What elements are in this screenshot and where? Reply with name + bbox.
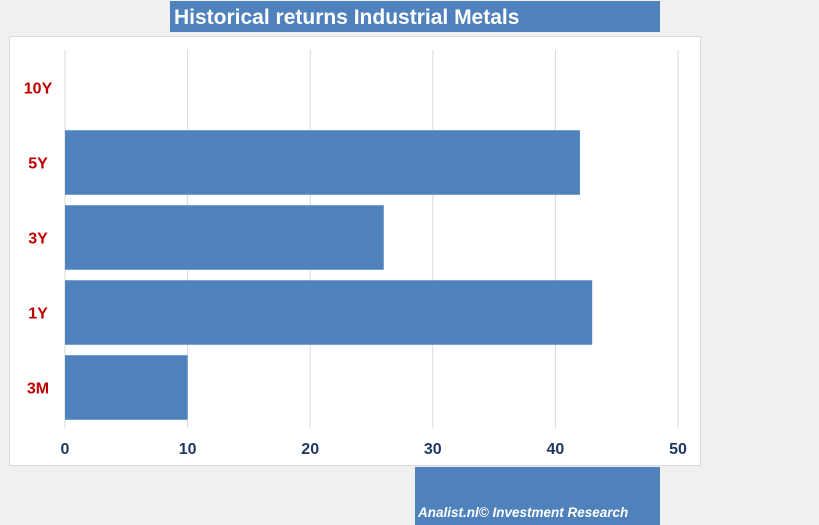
x-tick-label-50: 50 [669, 441, 687, 458]
bar-5y [65, 130, 580, 195]
category-label-5y: 5Y [28, 156, 48, 173]
bar-3y [65, 205, 384, 270]
bar-1y [65, 280, 593, 345]
credit-banner [415, 467, 660, 525]
bar-3m [65, 355, 188, 420]
chart-title: Historical returns Industrial Metals [170, 1, 660, 32]
x-tick-label-0: 0 [61, 441, 70, 458]
x-tick-label-20: 20 [301, 441, 319, 458]
category-label-1y: 1Y [28, 306, 48, 323]
x-tick-label-30: 30 [424, 441, 442, 458]
category-label-3m: 3M [27, 381, 49, 398]
category-label-10y: 10Y [24, 81, 53, 98]
x-tick-label-40: 40 [547, 441, 565, 458]
x-tick-label-10: 10 [179, 441, 197, 458]
credit-text: Analist.nl© Investment Research [418, 505, 629, 520]
category-label-3y: 3Y [28, 231, 48, 248]
